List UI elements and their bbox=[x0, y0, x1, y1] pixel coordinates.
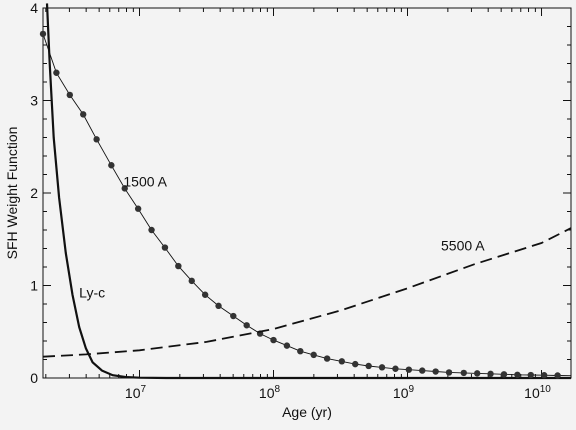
y-tick-label: 3 bbox=[30, 93, 38, 109]
data-point-1500-a bbox=[473, 370, 481, 377]
data-point-1500-a bbox=[419, 367, 426, 374]
annotations-group: 1500 A 5500 A Ly-c bbox=[79, 174, 485, 301]
y-tick-label: 4 bbox=[30, 0, 38, 16]
data-point-1500-a bbox=[487, 370, 494, 378]
x-tick-label: 109 bbox=[393, 384, 415, 401]
data-point-1500-a bbox=[201, 291, 209, 298]
data-point-1500-a bbox=[527, 371, 534, 379]
data-point-1500-a bbox=[270, 336, 277, 344]
ticks-group: 0 1 2 3 4 107 108 109 1010 bbox=[30, 0, 571, 401]
series-annotation: 1500 A bbox=[123, 174, 167, 190]
x-tick-label: 108 bbox=[259, 384, 281, 401]
data-point-1500-a bbox=[445, 369, 453, 376]
series-line-1500-a bbox=[42, 33, 572, 377]
data-point-1500-a bbox=[121, 185, 128, 192]
data-point-1500-a bbox=[243, 322, 250, 329]
data-point-1500-a bbox=[53, 69, 60, 76]
y-tick-label: 0 bbox=[30, 370, 38, 386]
data-point-1500-a bbox=[134, 205, 142, 212]
data-point-1500-a bbox=[514, 371, 521, 378]
plot-frame bbox=[42, 7, 572, 379]
data-point-1500-a bbox=[297, 347, 304, 355]
data-point-1500-a bbox=[432, 368, 439, 375]
y-tick-label: 2 bbox=[30, 185, 38, 201]
series-line-5500-a bbox=[42, 227, 572, 358]
series-annotation: 5500 A bbox=[441, 237, 485, 253]
data-point-1500-a bbox=[93, 136, 100, 143]
data-point-1500-a bbox=[310, 351, 317, 359]
data-point-1500-a bbox=[405, 366, 413, 373]
data-point-1500-a bbox=[283, 342, 291, 349]
y-axis-label: SFH Weight Function bbox=[4, 127, 20, 260]
data-point-1500-a bbox=[148, 226, 155, 234]
x-tick-label: 1010 bbox=[524, 384, 551, 401]
data-point-1500-a bbox=[215, 302, 222, 310]
x-tick-label: 107 bbox=[125, 384, 147, 401]
series-annotation: Ly-c bbox=[79, 285, 105, 301]
data-point-1500-a bbox=[230, 312, 237, 320]
data-point-1500-a bbox=[378, 364, 386, 371]
data-point-1500-a bbox=[108, 162, 115, 169]
data-point-1500-a bbox=[323, 355, 331, 362]
data-point-1500-a bbox=[554, 372, 561, 379]
data-point-1500-a bbox=[66, 91, 74, 99]
data-point-1500-a bbox=[392, 365, 399, 372]
data-point-1500-a bbox=[460, 369, 467, 377]
series-group bbox=[39, 3, 572, 380]
data-point-1500-a bbox=[188, 277, 195, 285]
data-point-1500-a bbox=[500, 371, 508, 378]
data-point-1500-a bbox=[540, 372, 548, 379]
y-tick-label: 1 bbox=[30, 278, 38, 294]
x-axis-label: Age (yr) bbox=[282, 404, 332, 420]
data-point-1500-a bbox=[161, 244, 169, 251]
data-point-1500-a bbox=[80, 111, 87, 118]
data-point-1500-a bbox=[352, 360, 359, 368]
data-point-1500-a bbox=[39, 30, 47, 38]
data-point-1500-a bbox=[175, 262, 182, 270]
series-line-ly-c bbox=[45, 3, 571, 380]
data-point-1500-a bbox=[365, 362, 372, 370]
data-point-1500-a bbox=[338, 358, 346, 365]
